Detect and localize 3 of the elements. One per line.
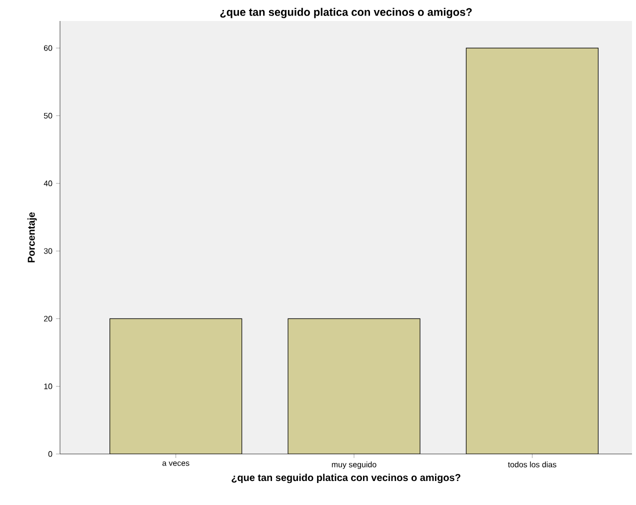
chart-title: ¿que tan seguido platica con vecinos o amigos? (220, 8, 472, 18)
x-axis-title: ¿que tan seguido platica con vecinos o amigos? (232, 474, 460, 484)
y-axis-title: Porcentaje (27, 212, 37, 262)
